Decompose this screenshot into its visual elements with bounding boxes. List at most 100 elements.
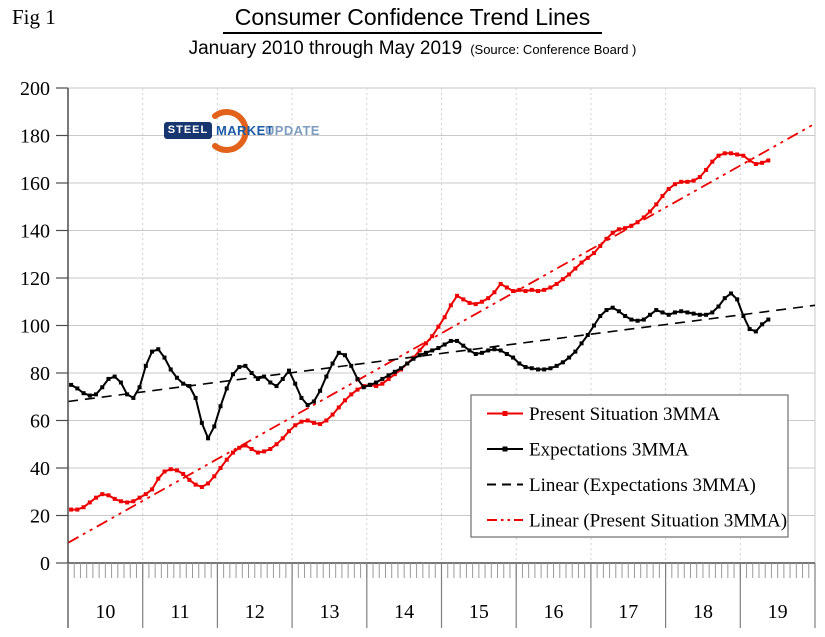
expectations-marker: [648, 312, 653, 317]
present-situation-marker: [112, 496, 117, 501]
expectations-marker: [106, 376, 111, 381]
logo-update-text: UPDATE: [265, 123, 320, 138]
present-situation-marker: [423, 341, 428, 346]
expectations-marker: [473, 352, 478, 356]
present-situation-marker: [741, 153, 746, 158]
expectations-marker: [436, 346, 441, 351]
present-situation-marker: [87, 500, 92, 505]
present-situation-marker: [511, 289, 516, 294]
x-axis-year-label: 16: [544, 601, 564, 623]
expectations-marker: [286, 368, 291, 373]
present-situation-marker: [193, 482, 198, 487]
expectations-marker: [237, 365, 242, 370]
expectations-marker: [143, 363, 148, 368]
expectations-marker: [548, 366, 553, 371]
trend-line-expectations: [67, 304, 816, 403]
expectations-marker: [311, 399, 316, 404]
present-situation-marker: [249, 447, 254, 451]
present-situation-marker: [131, 499, 136, 504]
expectations-marker: [224, 386, 229, 391]
expectations-marker: [666, 312, 671, 317]
expectations-marker: [268, 380, 273, 385]
expectations-marker: [156, 347, 161, 352]
y-axis-label: 140: [20, 221, 50, 243]
present-situation-marker: [187, 477, 192, 482]
expectations-marker: [728, 291, 733, 296]
present-situation-marker: [654, 202, 659, 207]
expectations-marker: [411, 356, 416, 361]
present-situation-marker: [168, 467, 173, 472]
expectations-marker: [741, 314, 746, 318]
y-axis-label: 160: [20, 173, 50, 195]
present-situation-marker: [554, 281, 559, 286]
present-situation-marker: [641, 215, 646, 220]
present-situation-marker: [311, 420, 316, 425]
expectations-marker: [249, 371, 254, 375]
fig-label: Fig 1: [12, 5, 56, 29]
expectations-marker: [685, 310, 690, 315]
present-situation-marker: [125, 500, 130, 505]
expectations-marker: [554, 363, 559, 368]
present-situation-marker: [81, 505, 86, 510]
present-situation-marker: [498, 281, 503, 286]
expectations-marker: [629, 317, 634, 322]
expectations-marker: [118, 380, 123, 385]
present-situation-marker: [106, 493, 111, 498]
expectations-marker: [641, 317, 646, 322]
y-axis-label: 40: [30, 458, 50, 480]
expectations-marker: [94, 392, 99, 397]
x-axis-year-label: 19: [768, 601, 788, 623]
present-situation-marker: [174, 468, 179, 473]
expectations-marker: [492, 347, 497, 352]
x-axis-year-label: 15: [469, 601, 489, 623]
present-situation-marker: [560, 277, 565, 282]
present-situation-marker: [206, 481, 211, 486]
expectations-marker: [174, 375, 179, 380]
present-situation-marker: [616, 227, 621, 232]
expectations-marker: [704, 312, 709, 317]
expectations-marker: [697, 312, 702, 317]
present-situation-marker: [679, 179, 684, 184]
expectations-marker: [193, 395, 198, 400]
expectations-marker: [305, 403, 310, 408]
expectations-marker: [423, 350, 428, 355]
present-situation-marker: [69, 507, 74, 512]
expectations-marker: [75, 386, 80, 391]
expectations-marker: [137, 385, 142, 390]
present-situation-marker: [523, 289, 528, 294]
expectations-marker: [766, 317, 771, 322]
expectations-marker: [336, 350, 341, 355]
expectations-marker: [529, 366, 534, 371]
present-situation-marker: [479, 299, 484, 304]
present-situation-marker: [318, 422, 323, 427]
expectations-marker: [125, 392, 130, 397]
x-axis-year-label: 18: [693, 601, 713, 623]
expectations-marker: [498, 348, 503, 353]
present-situation-marker: [735, 152, 740, 157]
expectations-marker: [523, 365, 528, 370]
expectations-marker: [616, 309, 621, 314]
present-situation-marker: [137, 495, 142, 500]
expectations-marker: [355, 376, 360, 381]
present-situation-marker: [299, 419, 304, 424]
expectations-marker: [430, 348, 435, 353]
present-situation-marker: [181, 471, 186, 476]
expectations-marker: [212, 424, 217, 429]
present-situation-marker: [504, 285, 509, 290]
expectations-marker: [299, 395, 304, 400]
expectations-marker: [162, 355, 167, 360]
x-axis-year-label: 17: [618, 601, 638, 623]
legend-label: Linear (Present Situation 3MMA): [529, 511, 787, 532]
present-situation-marker: [94, 495, 99, 500]
present-situation-marker: [100, 492, 105, 497]
present-situation-marker: [691, 178, 696, 183]
expectations-marker: [691, 311, 696, 316]
present-situation-marker: [704, 167, 709, 172]
legend-swatch-marker: [502, 411, 508, 416]
present-situation-marker: [212, 474, 217, 479]
present-situation-marker: [517, 287, 522, 292]
expectations-marker: [343, 353, 348, 358]
y-axis-label: 180: [20, 126, 50, 148]
expectations-marker: [405, 361, 410, 366]
present-situation-marker: [218, 466, 223, 470]
